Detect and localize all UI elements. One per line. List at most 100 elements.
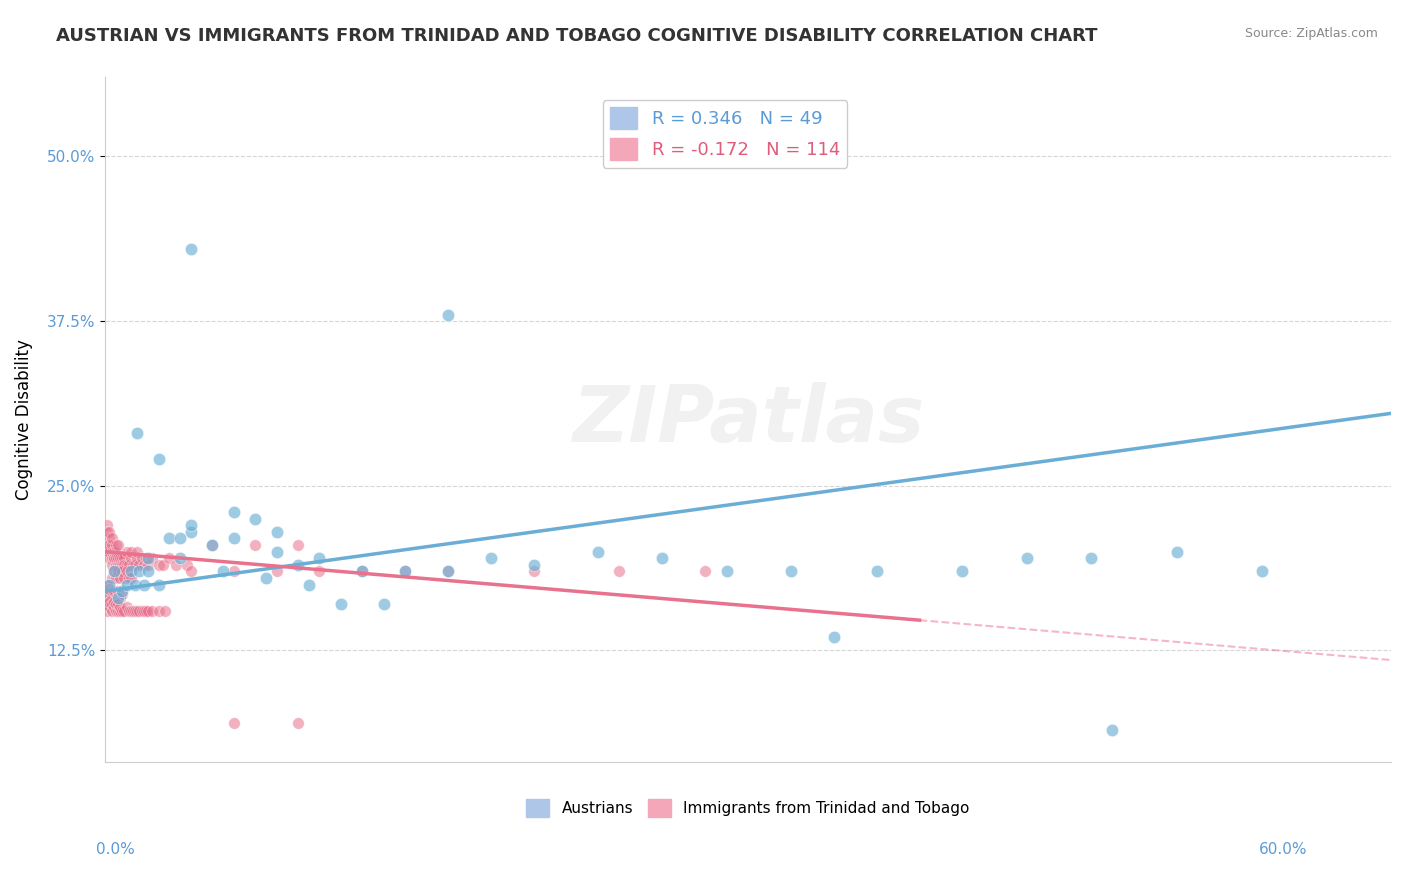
Point bbox=[127, 426, 149, 441]
Point bbox=[169, 551, 191, 566]
Point bbox=[298, 577, 321, 591]
Point bbox=[98, 551, 121, 566]
Point bbox=[96, 604, 118, 618]
Point bbox=[98, 577, 121, 591]
Point bbox=[180, 518, 202, 533]
Point bbox=[100, 591, 122, 605]
Point bbox=[950, 565, 973, 579]
Point bbox=[243, 538, 266, 552]
Point bbox=[104, 558, 127, 572]
Point bbox=[127, 551, 149, 566]
Point bbox=[222, 532, 245, 546]
Point bbox=[222, 715, 245, 730]
Point bbox=[111, 558, 134, 572]
Point bbox=[1015, 551, 1038, 566]
Point bbox=[523, 558, 546, 572]
Point bbox=[98, 544, 121, 558]
Point bbox=[122, 558, 145, 572]
Point bbox=[437, 308, 460, 322]
Point bbox=[96, 598, 118, 612]
Point bbox=[120, 544, 142, 558]
Point bbox=[148, 577, 170, 591]
Point bbox=[180, 242, 202, 256]
Text: Source: ZipAtlas.com: Source: ZipAtlas.com bbox=[1244, 27, 1378, 40]
Text: AUSTRIAN VS IMMIGRANTS FROM TRINIDAD AND TOBAGO COGNITIVE DISABILITY CORRELATION: AUSTRIAN VS IMMIGRANTS FROM TRINIDAD AND… bbox=[56, 27, 1098, 45]
Point bbox=[104, 544, 127, 558]
Point bbox=[112, 571, 135, 585]
Text: 60.0%: 60.0% bbox=[1260, 842, 1308, 856]
Point bbox=[1251, 565, 1274, 579]
Point bbox=[132, 558, 155, 572]
Point bbox=[120, 565, 142, 579]
Point bbox=[100, 532, 122, 546]
Point bbox=[136, 604, 159, 618]
Point bbox=[157, 532, 180, 546]
Point bbox=[287, 538, 309, 552]
Point bbox=[128, 558, 150, 572]
Point bbox=[780, 565, 803, 579]
Point bbox=[148, 452, 170, 467]
Point bbox=[111, 551, 134, 566]
Point bbox=[104, 598, 127, 612]
Point bbox=[96, 544, 118, 558]
Point bbox=[141, 604, 163, 618]
Point bbox=[222, 505, 245, 519]
Point bbox=[107, 558, 129, 572]
Point bbox=[136, 565, 159, 579]
Point bbox=[104, 571, 127, 585]
Point bbox=[115, 558, 138, 572]
Point bbox=[266, 544, 288, 558]
Point bbox=[108, 571, 131, 585]
Point bbox=[98, 582, 121, 596]
Point bbox=[479, 551, 502, 566]
Point bbox=[103, 599, 125, 614]
Point bbox=[136, 551, 159, 566]
Point bbox=[120, 551, 142, 566]
Point bbox=[823, 630, 845, 644]
Point bbox=[222, 565, 245, 579]
Point bbox=[104, 538, 127, 552]
Point bbox=[112, 558, 135, 572]
Point bbox=[104, 604, 127, 618]
Point bbox=[132, 604, 155, 618]
Point bbox=[254, 571, 277, 585]
Point bbox=[103, 551, 125, 566]
Point bbox=[308, 551, 330, 566]
Point bbox=[103, 565, 125, 579]
Point bbox=[329, 598, 352, 612]
Point bbox=[780, 136, 803, 151]
Point bbox=[96, 518, 118, 533]
Point bbox=[111, 604, 134, 618]
Point bbox=[523, 565, 546, 579]
Point bbox=[108, 551, 131, 566]
Point bbox=[266, 524, 288, 539]
Point bbox=[96, 524, 118, 539]
Point bbox=[103, 565, 125, 579]
Point bbox=[169, 532, 191, 546]
Point bbox=[100, 551, 122, 566]
Point bbox=[212, 565, 235, 579]
Point bbox=[96, 577, 118, 591]
Point bbox=[394, 565, 416, 579]
Point bbox=[132, 577, 155, 591]
Point bbox=[115, 577, 138, 591]
Point bbox=[107, 604, 129, 618]
Point bbox=[100, 598, 122, 612]
Point bbox=[165, 558, 187, 572]
Point bbox=[266, 565, 288, 579]
Point bbox=[131, 551, 153, 566]
Point bbox=[103, 551, 125, 566]
Point bbox=[103, 595, 125, 609]
Point bbox=[107, 598, 129, 612]
Point bbox=[124, 558, 146, 572]
Point bbox=[127, 604, 149, 618]
Point bbox=[100, 604, 122, 618]
Point bbox=[115, 544, 138, 558]
Point bbox=[107, 591, 129, 605]
Point bbox=[98, 599, 121, 614]
Point bbox=[127, 544, 149, 558]
Point bbox=[98, 587, 121, 601]
Point bbox=[98, 595, 121, 609]
Point bbox=[111, 584, 134, 599]
Point bbox=[131, 604, 153, 618]
